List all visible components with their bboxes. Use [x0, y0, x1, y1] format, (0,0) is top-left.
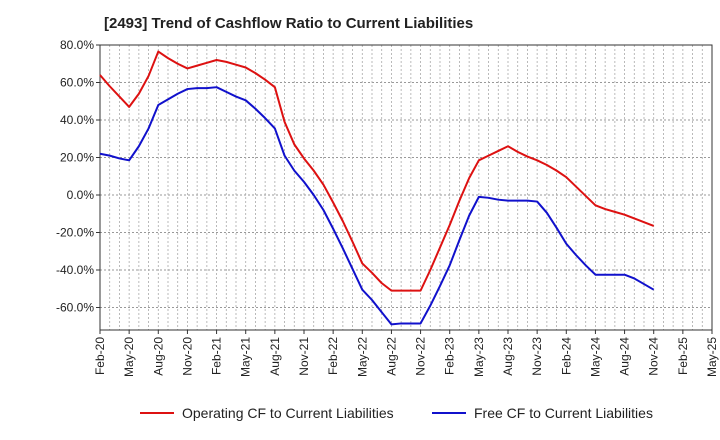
x-tick-label: Feb-25 — [676, 337, 690, 375]
x-tick-label: May-23 — [472, 337, 486, 377]
x-tick-label: Nov-22 — [414, 337, 428, 376]
legend-item-free-cf: Free CF to Current Liabilities — [432, 405, 653, 421]
series-lines — [99, 50, 655, 326]
legend-swatch-blue — [432, 412, 466, 414]
x-tick-label: Feb-22 — [326, 337, 340, 375]
y-tick-label: 80.0% — [60, 38, 94, 52]
y-tick-label: 40.0% — [60, 113, 94, 127]
y-tick-labels: 80.0% 60.0% 40.0% 20.0% 0.0% -20.0% -40.0% -60.… — [56, 38, 100, 315]
x-tick-label: Feb-21 — [210, 337, 224, 375]
x-tick-label: Nov-23 — [530, 337, 544, 376]
grid-lines — [99, 44, 713, 330]
y-tick-label: -40.0% — [56, 263, 94, 277]
x-tick-label: May-21 — [239, 337, 253, 377]
series-line-free-cf — [99, 86, 655, 326]
x-tick-label: Aug-22 — [384, 337, 398, 376]
x-tick-label: Nov-21 — [297, 337, 311, 376]
x-tick-label: May-22 — [355, 337, 369, 377]
x-tick-label: Aug-20 — [151, 337, 165, 376]
plot-frame — [99, 44, 713, 331]
chart-title: [2493] Trend of Cashflow Ratio to Curren… — [104, 15, 474, 32]
x-tick-label: Aug-23 — [501, 337, 515, 376]
legend-label-operating-cf: Operating CF to Current Liabilities — [182, 405, 394, 421]
x-tick-label: Nov-20 — [180, 337, 194, 376]
x-tick-labels: Feb-20 May-20 Aug-20 Nov-20 Feb-21 May-21 Aug-… — [93, 330, 719, 377]
legend-swatch-red — [140, 412, 174, 414]
y-tick-label: 60.0% — [60, 76, 94, 90]
x-tick-label: May-25 — [705, 337, 719, 377]
x-tick-label: Aug-24 — [618, 337, 632, 376]
x-tick-label: Feb-23 — [443, 337, 457, 375]
x-tick-label: Nov-24 — [647, 337, 661, 376]
x-tick-label: May-20 — [122, 337, 136, 377]
x-tick-label: Feb-24 — [559, 337, 573, 375]
x-tick-label: May-24 — [588, 337, 602, 377]
x-tick-label: Aug-21 — [268, 337, 282, 376]
y-tick-label: 20.0% — [60, 151, 94, 165]
legend-item-operating-cf: Operating CF to Current Liabilities — [140, 405, 394, 421]
y-tick-label: 0.0% — [67, 188, 95, 202]
y-tick-label: -20.0% — [56, 226, 94, 240]
axes — [99, 44, 713, 331]
legend-label-free-cf: Free CF to Current Liabilities — [474, 405, 653, 421]
series-line-operating-cf — [99, 50, 655, 292]
x-tick-label: Feb-20 — [93, 337, 107, 375]
y-tick-label: -60.0% — [56, 301, 94, 315]
